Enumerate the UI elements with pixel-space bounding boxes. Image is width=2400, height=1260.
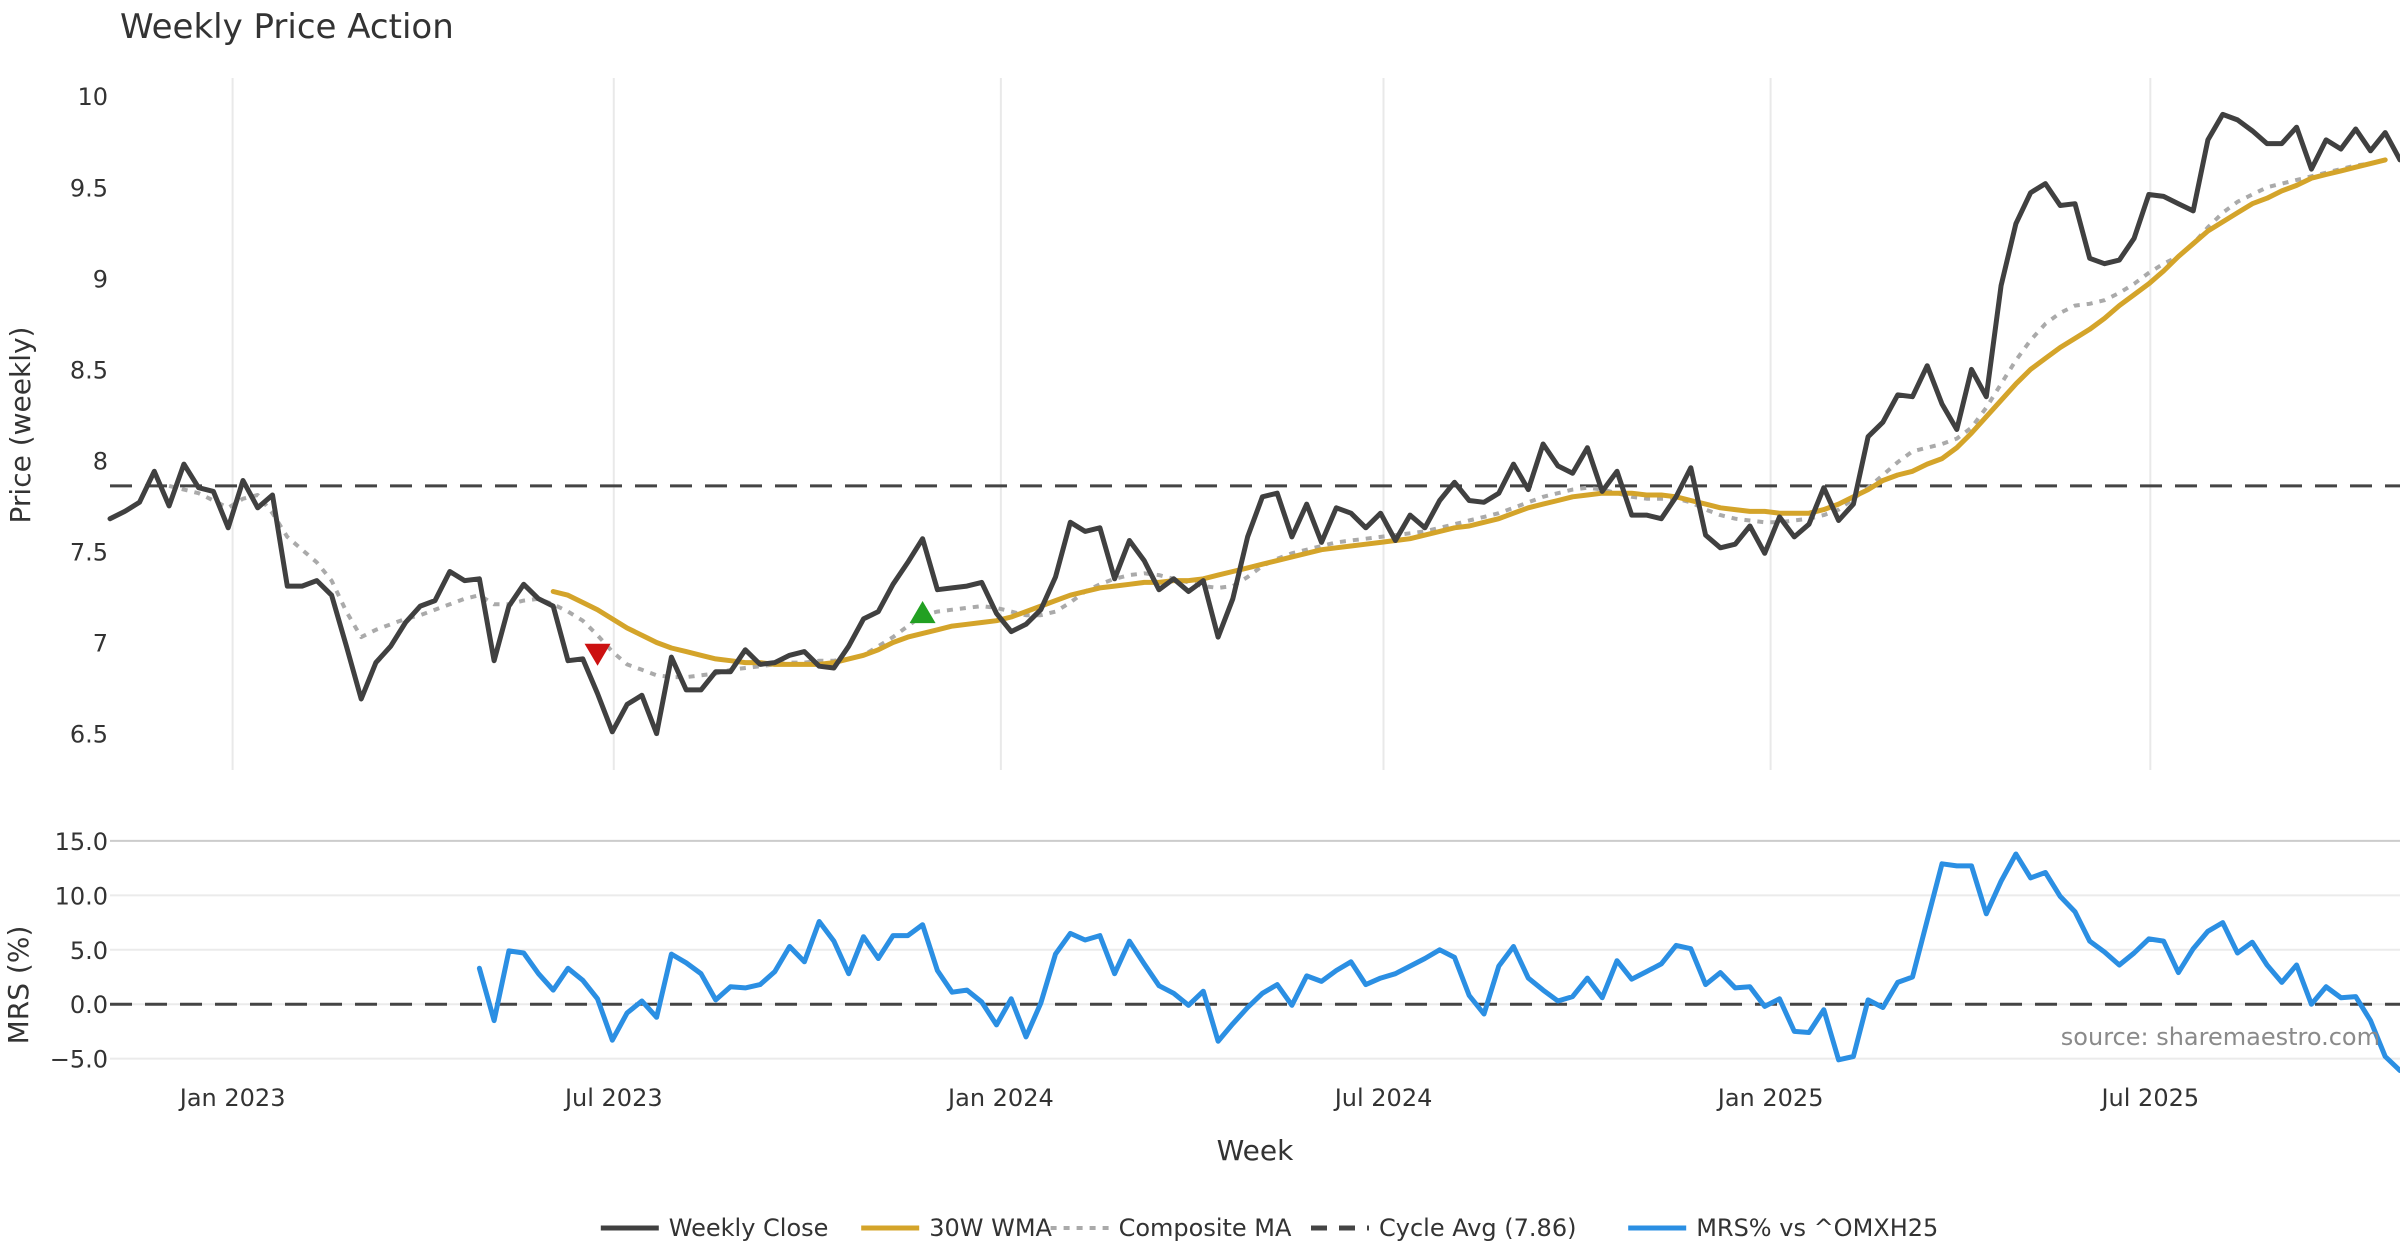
price-y-tick-labels: 6.5 7 7.5 8 8.5 9 9.5 10 [70,83,108,748]
price-30w-wma-line [550,157,2388,667]
price-y-tick-label: 9 [93,265,108,293]
price-panel: 6.5 7 7.5 8 8.5 9 9.5 10 Price (weekly) [4,78,2400,770]
legend-item: Cycle Avg (7.86) [1311,1214,1576,1242]
mrs-y-tick-label: −5.0 [50,1046,108,1074]
legend-item: Weekly Close [600,1214,829,1242]
price-y-tick-label: 8 [93,447,108,475]
legend-label: Composite MA [1119,1214,1292,1242]
legend: Weekly Close 30W WMA Composite MA Cycle Avg… [600,1214,1938,1242]
x-tick-label: Jul 2023 [563,1084,663,1112]
mrs-series-lines [110,851,2400,1074]
price-gridlines [231,78,2152,770]
price-series-lines [107,111,2400,737]
mrs-y-tick-label: 15.0 [55,828,108,856]
legend-label: Weekly Close [669,1214,829,1242]
legend-item: 30W WMA [861,1214,1053,1242]
mrs-gridlines [110,839,2400,1060]
source-annotation: source: sharemaestro.com [2061,1023,2380,1051]
buy-signal-marker [909,601,936,624]
legend-item: MRS% vs ^OMXH25 [1628,1214,1938,1242]
signal-markers [584,601,936,666]
price-y-tick-label: 6.5 [70,721,108,749]
chart-title: Weekly Price Action [120,7,454,47]
x-tick-label: Jan 2024 [946,1084,1054,1112]
price-y-tick-label: 10 [77,83,108,111]
price-y-tick-label: 9.5 [70,174,108,202]
x-tick-label: Jan 2025 [1716,1084,1824,1112]
x-axis-label: Week [1217,1134,1294,1167]
price-y-tick-label: 8.5 [70,356,108,384]
mrs-y-axis-label: MRS (%) [2,926,35,1045]
price-y-tick-label: 7 [93,630,108,658]
x-tick-labels: Jan 2023 Jul 2023 Jan 2024 Jul 2024 Jan 2025… [178,1084,2199,1112]
price-composite-ma-line [168,157,2386,680]
legend-label: MRS% vs ^OMXH25 [1696,1214,1938,1242]
mrs-y-tick-label: 0.0 [70,991,108,1019]
x-tick-label: Jan 2023 [178,1084,286,1112]
price-y-tick-label: 7.5 [70,538,108,566]
legend-label: Cycle Avg (7.86) [1379,1214,1576,1242]
price-y-axis-label: Price (weekly) [4,327,37,524]
x-tick-label: Jul 2025 [2099,1084,2199,1112]
x-tick-label: Jul 2024 [1333,1084,1433,1112]
sell-signal-marker [584,643,611,666]
legend-item: Composite MA [1050,1214,1292,1242]
mrs-y-tick-labels: −5.0 0.0 5.0 10.0 15.0 [50,828,108,1074]
mrs-panel: −5.0 0.0 5.0 10.0 15.0 MRS (%) source: share… [2,828,2400,1074]
mrs-y-tick-label: 10.0 [55,882,108,910]
mrs-mrs-vs-omxh25-line [476,851,2400,1074]
mrs-y-tick-label: 5.0 [70,937,108,965]
legend-label: 30W WMA [929,1214,1052,1242]
price-weekly-close-line [107,111,2400,737]
